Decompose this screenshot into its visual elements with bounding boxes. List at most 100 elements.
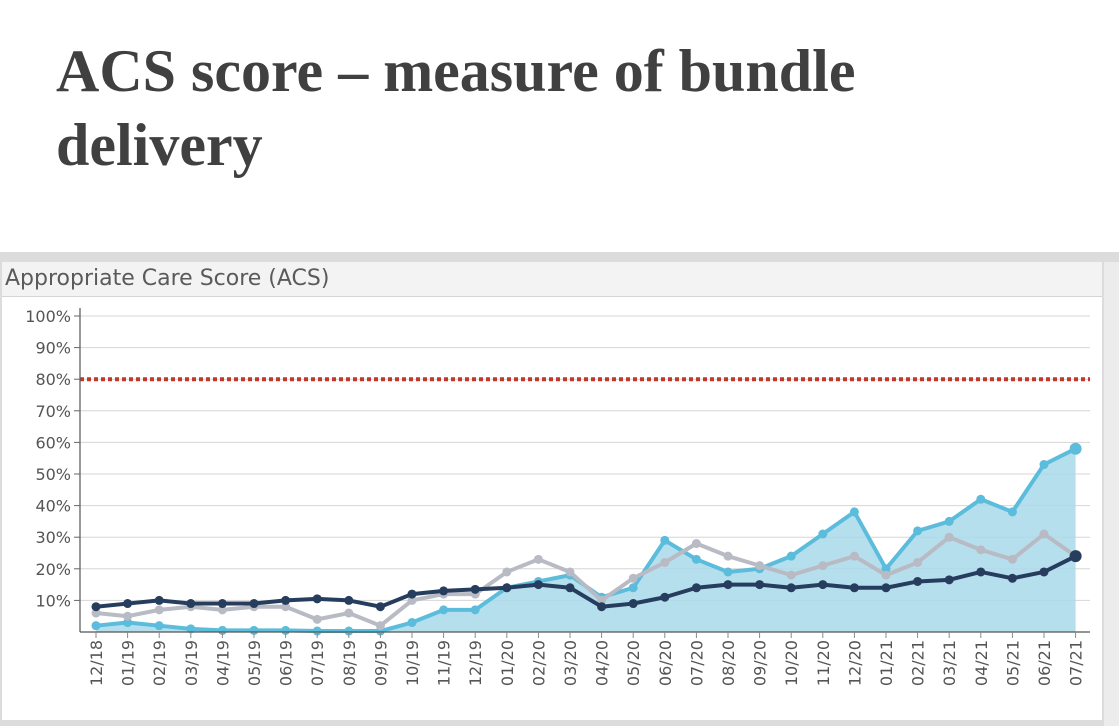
series-1-point: [660, 557, 670, 567]
series-0-point: [123, 618, 133, 628]
x-tick-label: 12/18: [87, 640, 106, 686]
series-line-1: [95, 532, 1077, 628]
series-2-point: [881, 583, 891, 593]
series-1-point: [344, 608, 354, 618]
x-tick-label: 04/20: [593, 640, 612, 686]
y-axis-ticks: 10% 20% 30% 40% 50% 60% 70% 80% 90% 100%: [25, 307, 80, 610]
x-tick-label: 07/19: [308, 640, 327, 686]
y-tick-label: 30%: [35, 528, 71, 547]
series-2-point: [913, 576, 923, 586]
x-tick-label: 05/21: [1003, 640, 1022, 686]
series-1-point: [849, 551, 859, 561]
x-tick-label: 12/20: [845, 640, 864, 686]
series-2-point: [660, 592, 670, 602]
series-0-point: [944, 516, 954, 526]
y-tick-label: 60%: [35, 433, 71, 452]
series-2-point: [597, 602, 607, 612]
series-1-point: [628, 573, 638, 583]
series-1-point: [691, 539, 701, 549]
x-tick-label: 02/21: [909, 640, 928, 686]
slide-title: ACS score – measure of bundle delivery: [56, 38, 856, 178]
series-1-point: [597, 595, 607, 605]
series-2-point: [249, 599, 259, 609]
series-1-point: [565, 567, 575, 577]
x-tick-label: 12/19: [466, 640, 485, 686]
x-tick-label: 02/20: [529, 640, 548, 686]
x-tick-label: 04/19: [213, 640, 232, 686]
x-tick-label: 10/20: [782, 640, 801, 686]
series-2-point: [1039, 567, 1049, 577]
series-1-point: [91, 608, 101, 618]
series-2-point: [818, 580, 828, 590]
series-0-point: [913, 526, 923, 536]
series-0-point: [1007, 507, 1017, 517]
series-2-point: [407, 589, 417, 599]
series-2-point: [723, 580, 733, 590]
series-line-2: [95, 554, 1077, 609]
series-2-point: [786, 583, 796, 593]
series-0-point: [1039, 460, 1049, 470]
x-tick-label: 03/21: [940, 640, 959, 686]
series-0-point: [312, 626, 322, 636]
series-1-point: [881, 570, 891, 580]
series-0-point: [1069, 442, 1082, 455]
series-0-point: [628, 583, 638, 593]
x-tick-label: 08/20: [719, 640, 738, 686]
series-1-point: [913, 557, 923, 567]
series-2-point: [628, 599, 638, 609]
series-0-point: [186, 624, 196, 634]
y-tick-label: 10%: [35, 591, 71, 610]
series-1-point: [1039, 529, 1049, 539]
x-tick-label: 06/21: [1035, 640, 1054, 686]
series-2-point: [502, 583, 512, 593]
y-tick-label: 90%: [35, 339, 71, 358]
series-2-point: [439, 586, 449, 596]
x-tick-label: 06/20: [656, 640, 675, 686]
series-0-point: [439, 605, 449, 615]
series-1-point: [502, 567, 512, 577]
x-tick-label: 05/19: [245, 640, 264, 686]
series-0-point: [281, 625, 291, 635]
series-0-point: [660, 535, 670, 545]
series-0-point: [91, 621, 101, 631]
series-layer: [91, 442, 1082, 636]
series-1-point: [755, 561, 765, 571]
series-0-point: [154, 621, 164, 631]
series-2-point: [375, 602, 385, 612]
series-2-point: [976, 567, 986, 577]
chart-title: Appropriate Care Score (ACS): [5, 266, 330, 291]
series-2-point: [533, 580, 543, 590]
x-tick-label: 07/20: [687, 640, 706, 686]
series-2-point: [281, 595, 291, 605]
series-2-point: [849, 583, 859, 593]
series-0-point: [249, 625, 259, 635]
series-2-point: [755, 580, 765, 590]
series-0-point: [691, 554, 701, 564]
series-2-point: [944, 575, 954, 585]
y-tick-label: 100%: [25, 307, 71, 326]
series-2-point: [565, 583, 575, 593]
series-0-point: [723, 567, 733, 577]
series-1-point: [1007, 554, 1017, 564]
series-1-point: [281, 602, 291, 612]
series-2-point: [186, 599, 196, 609]
chart-panel-header: Appropriate Care Score (ACS): [2, 262, 1102, 297]
series-0-point: [786, 551, 796, 561]
x-tick-label: 02/19: [150, 640, 169, 686]
y-tick-label: 40%: [35, 497, 71, 516]
x-tick-label: 07/21: [1067, 640, 1086, 686]
series-0-point: [881, 564, 891, 574]
y-tick-label: 50%: [35, 465, 71, 484]
series-2-point: [691, 583, 701, 593]
x-tick-label: 09/19: [371, 640, 390, 686]
series-1-point: [976, 545, 986, 555]
y-tick-label: 70%: [35, 402, 71, 421]
series-1-point: [944, 532, 954, 542]
series-1-point: [407, 595, 417, 605]
x-tick-label: 01/21: [877, 640, 896, 686]
series-2-point: [217, 599, 227, 609]
series-0-point: [976, 494, 986, 504]
x-tick-label: 11/20: [814, 640, 833, 686]
series-0-point: [344, 626, 354, 636]
series-2-point: [312, 594, 322, 604]
